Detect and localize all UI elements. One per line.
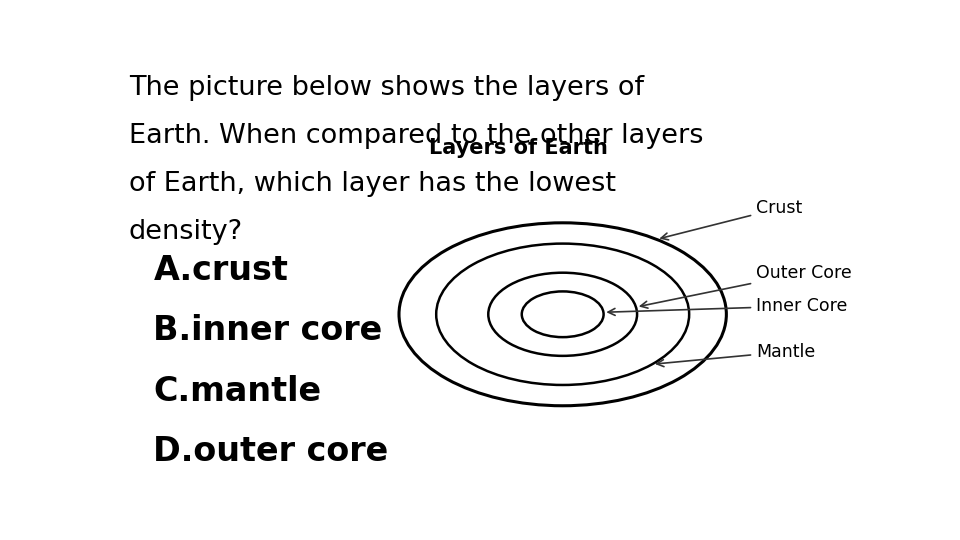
Text: Crust: Crust bbox=[661, 199, 803, 240]
Circle shape bbox=[399, 223, 727, 406]
Text: Earth. When compared to the other layers: Earth. When compared to the other layers bbox=[129, 123, 704, 149]
Text: The picture below shows the layers of: The picture below shows the layers of bbox=[129, 75, 644, 101]
Text: Outer Core: Outer Core bbox=[640, 264, 852, 308]
Text: of Earth, which layer has the lowest: of Earth, which layer has the lowest bbox=[129, 171, 616, 197]
Circle shape bbox=[522, 292, 604, 337]
Circle shape bbox=[436, 244, 689, 385]
Text: B.inner core: B.inner core bbox=[154, 314, 383, 347]
Text: A.crust: A.crust bbox=[154, 254, 288, 287]
Text: density?: density? bbox=[129, 219, 243, 245]
Text: Inner Core: Inner Core bbox=[608, 297, 848, 315]
Text: C.mantle: C.mantle bbox=[154, 375, 322, 408]
Text: Layers of Earth: Layers of Earth bbox=[428, 138, 608, 158]
Text: D.outer core: D.outer core bbox=[154, 435, 389, 468]
Text: Mantle: Mantle bbox=[657, 343, 815, 367]
Circle shape bbox=[489, 273, 637, 356]
